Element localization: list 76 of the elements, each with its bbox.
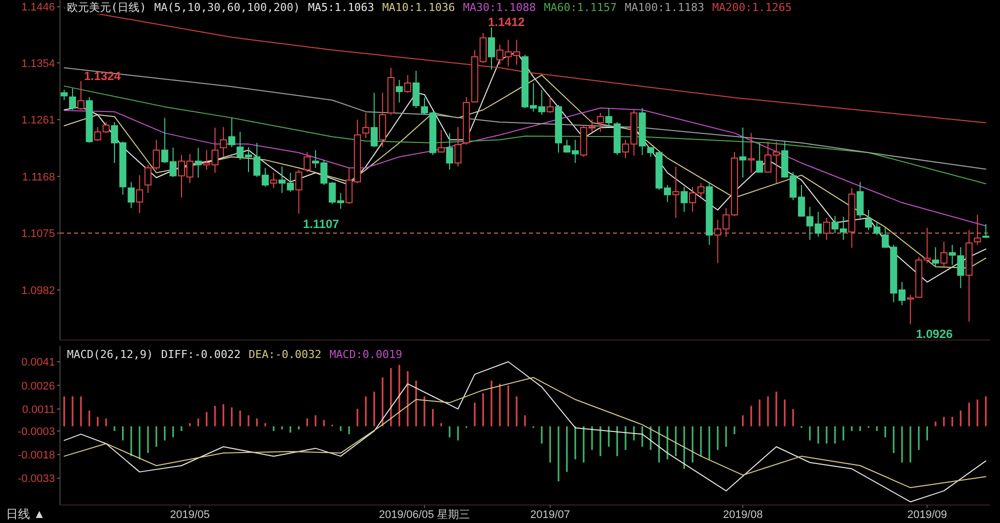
candlestick: [932, 246, 940, 268]
text: MA100:1.1183: [624, 1, 704, 14]
candlestick: [948, 244, 956, 266]
candlestick: [228, 117, 236, 148]
candlestick: [404, 74, 412, 94]
candlestick: [77, 80, 84, 110]
y-tick-label: -0.0018: [18, 450, 55, 462]
candlestick: [295, 169, 302, 214]
y-tick-label: 0.0041: [21, 356, 55, 369]
candlestick: [546, 96, 554, 114]
candlestick: [370, 92, 378, 148]
y-tick-label: 1.1261: [21, 114, 55, 127]
y-tick-label: -0.0033: [18, 473, 55, 486]
y-tick-label: 1.1168: [22, 171, 55, 184]
text: MA60:1.1157: [544, 1, 617, 14]
candlestick: [756, 142, 764, 174]
annotation: 1.1107: [303, 217, 340, 231]
y-tick-label: 1.1354: [21, 58, 55, 70]
candlestick: [680, 186, 688, 212]
annotation: 1.1324: [84, 69, 122, 83]
text: DIFF:-0.0022: [161, 348, 241, 361]
candlestick: [957, 246, 964, 289]
x-tick-label: 2019/05: [170, 509, 210, 521]
candlestick: [739, 127, 746, 178]
candlestick: [194, 147, 202, 178]
line-series: [64, 108, 986, 226]
candlestick: [69, 88, 76, 110]
candlestick: [974, 214, 981, 246]
candlestick: [362, 112, 370, 138]
y-tick-label: 1.1075: [21, 228, 55, 240]
candlestick: [823, 217, 830, 240]
line-series: [64, 361, 986, 502]
y-tick-label: -0.0003: [18, 426, 55, 438]
text: 日线 ▲: [6, 507, 46, 521]
candlestick: [128, 181, 135, 209]
candlestick: [304, 151, 311, 173]
candlestick: [596, 112, 604, 132]
chart-subtitle: MA(5,10,30,60,100,200): [154, 1, 300, 14]
annotation: 1.1412: [488, 15, 526, 29]
candlestick: [940, 241, 948, 268]
y-tick-label: 0.0026: [21, 380, 55, 392]
line-series: [64, 86, 986, 184]
candlestick: [60, 89, 68, 101]
line-series: [64, 376, 986, 488]
candlestick: [982, 224, 990, 239]
candlestick: [438, 130, 445, 154]
candlestick: [446, 132, 454, 170]
annotation: 1.0926: [916, 327, 954, 341]
line-series: [64, 51, 986, 283]
candlestick: [856, 181, 864, 218]
candlestick: [396, 79, 403, 104]
text: MA5:1.1063: [308, 1, 374, 14]
candlestick: [488, 26, 495, 70]
chart-title: 欧元美元(日线): [67, 1, 146, 14]
y-tick-label: 0.0011: [22, 404, 55, 416]
text: DEA:-0.0032: [248, 348, 322, 361]
series-label: MACD:0.0019: [329, 348, 402, 361]
x-tick-label: 2019/09: [907, 509, 948, 521]
candlestick: [270, 172, 278, 189]
candlestick: [454, 126, 462, 168]
text: MA200:1.1265: [712, 1, 792, 14]
candlestick: [672, 166, 680, 218]
x-tick-label: 2019/08: [722, 509, 763, 521]
candlestick: [412, 70, 420, 109]
candlestick: [220, 126, 227, 158]
candlestick: [605, 108, 612, 128]
y-tick-label: 1.0982: [21, 284, 55, 297]
y-tick-label: 1.1446: [21, 2, 55, 14]
x-tick-label: 2019/06/05 星期三: [378, 509, 470, 521]
candlestick: [136, 174, 144, 214]
candlestick: [748, 132, 755, 174]
text: MA30:1.1088: [463, 1, 536, 14]
text: MA10:1.1036: [382, 1, 456, 14]
line-series: [64, 67, 986, 170]
chart-title: MACD(26,12,9): [67, 348, 154, 361]
x-tick-label: 2019/07: [530, 509, 570, 521]
